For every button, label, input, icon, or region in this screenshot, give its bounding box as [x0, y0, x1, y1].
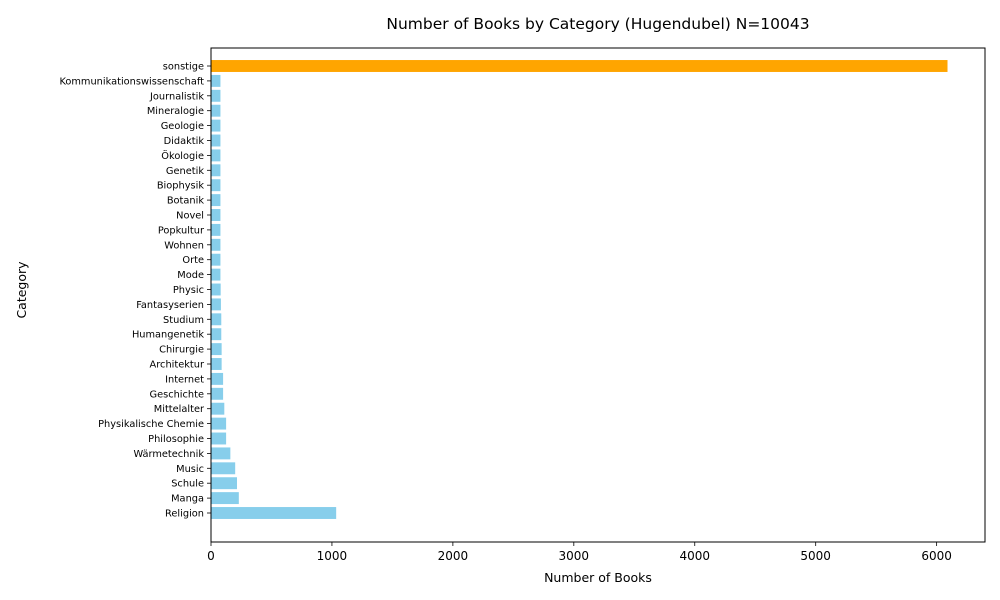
- x-tick-label: 2000: [438, 549, 469, 563]
- bar-wohnen: [211, 238, 221, 251]
- bar-chirurgie: [211, 343, 222, 356]
- y-tick-label: Ökologie: [161, 149, 204, 162]
- y-tick-label: Fantasyserien: [136, 300, 204, 311]
- y-tick-label: Didaktik: [164, 136, 205, 147]
- bar-humangenetik: [211, 328, 222, 341]
- bar-physic: [211, 283, 221, 296]
- bar-mittelalter: [211, 402, 225, 415]
- bar-genetik: [211, 164, 221, 177]
- y-tick-label: Biophysik: [157, 181, 204, 192]
- y-tick-label: Music: [176, 464, 204, 475]
- y-tick-label: Botanik: [167, 196, 204, 207]
- y-tick-label: Physikalische Chemie: [98, 419, 204, 430]
- bar-music: [211, 462, 236, 475]
- x-tick-label: 5000: [800, 549, 831, 563]
- y-tick-label: Mode: [177, 270, 204, 281]
- y-tick-label: Mineralogie: [147, 106, 204, 117]
- x-tick-label: 4000: [679, 549, 710, 563]
- bar-didaktik: [211, 134, 221, 147]
- bar-schule: [211, 477, 238, 490]
- bars-group: [211, 60, 948, 519]
- bar-fantasyserien: [211, 298, 221, 311]
- bar-mineralogie: [211, 104, 221, 117]
- bar-warmetechnik: [211, 447, 231, 460]
- y-tick-label: Orte: [182, 255, 204, 266]
- bar-physikalische-chemie: [211, 417, 227, 430]
- y-tick-label: Humangenetik: [132, 330, 204, 341]
- x-tick-label: 0: [207, 549, 215, 563]
- y-tick-label: Chirurgie: [159, 345, 204, 356]
- chart-title: Number of Books by Category (Hugendubel)…: [386, 15, 809, 33]
- bar-popkultur: [211, 223, 221, 236]
- y-tick-label: Religion: [165, 509, 204, 520]
- x-tick-labels: 0 1000 2000 3000 4000 5000 6000: [207, 542, 952, 563]
- y-tick-label: Physic: [173, 285, 204, 296]
- bar-journalistik: [211, 89, 221, 102]
- y-tick-label: Popkultur: [158, 225, 205, 236]
- bar-orte: [211, 253, 221, 266]
- bar-novel: [211, 209, 221, 221]
- y-tick-label: Geologie: [161, 121, 204, 132]
- y-tick-label: Novel: [176, 211, 204, 222]
- y-tick-labels: Religion Manga Schule Music Wärmetechnik Phil…: [59, 62, 211, 520]
- plot-frame: [210, 47, 986, 543]
- bar-architektur: [211, 358, 222, 370]
- bar-religion: [211, 507, 337, 519]
- y-tick-label: Journalistik: [149, 91, 204, 102]
- bar-geologie: [211, 119, 221, 132]
- y-tick-label: Genetik: [166, 166, 204, 177]
- y-tick-label: Geschichte: [149, 389, 204, 400]
- y-tick-label: Schule: [171, 479, 204, 490]
- y-tick-label: Architektur: [150, 360, 205, 371]
- x-tick-label: 1000: [317, 549, 348, 563]
- bar-internet: [211, 372, 224, 385]
- bar-manga: [211, 492, 239, 505]
- y-tick-label: Wohnen: [164, 240, 204, 251]
- bar-kommunikationswissenschaft: [211, 74, 221, 87]
- bar-philosophie: [211, 432, 227, 445]
- bar-sonstige: [211, 60, 948, 72]
- y-tick-label: Philosophie: [148, 434, 204, 445]
- bar-okologie: [211, 149, 221, 162]
- y-tick-label: Internet: [165, 374, 204, 385]
- bar-mode: [211, 268, 221, 281]
- y-tick-label: Wärmetechnik: [133, 449, 204, 460]
- bar-geschichte: [211, 387, 224, 400]
- y-tick-label: Kommunikationswissenschaft: [59, 76, 204, 87]
- y-tick-label: Studium: [163, 315, 204, 326]
- y-axis-label: Category: [14, 261, 29, 319]
- y-tick-label: Manga: [171, 494, 204, 505]
- y-tick-label: Mittelalter: [154, 404, 205, 415]
- bar-botanik: [211, 194, 221, 207]
- x-tick-label: 6000: [921, 549, 952, 563]
- bar-studium: [211, 313, 222, 326]
- y-tick-label: sonstige: [163, 62, 204, 73]
- x-tick-label: 3000: [559, 549, 590, 563]
- bar-biophysik: [211, 179, 221, 192]
- x-axis-label: Number of Books: [544, 570, 652, 585]
